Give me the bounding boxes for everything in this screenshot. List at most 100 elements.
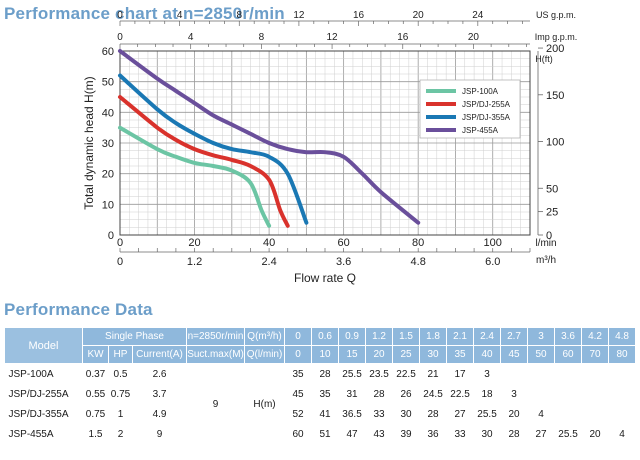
head-value — [609, 404, 636, 424]
series-line-3 — [118, 49, 421, 225]
ft-unit: H(ft) — [535, 54, 553, 64]
head-value: 23.5 — [369, 368, 389, 380]
imp-gpm-tick-label: 4 — [188, 32, 194, 43]
head-value: 39 — [400, 428, 412, 440]
model-header: Model — [4, 327, 83, 364]
legend-label: JSP-100A — [462, 87, 499, 96]
hp-cell: 1 — [117, 408, 124, 420]
head-value — [582, 364, 609, 385]
kw-cell: 1.5 — [88, 428, 103, 440]
series-line-2 — [118, 73, 309, 225]
q-lmin-value: 10 — [311, 345, 340, 364]
head-value: 4 — [619, 428, 625, 440]
table-row: JSP-100A 0.37 0.5 2.6 9 H(m) 35 28 25.5 23.5 22.5 2… — [5, 364, 636, 410]
y-tick-label: 60 — [102, 46, 114, 58]
q-lmin-value: 60 — [554, 345, 583, 364]
q-m3h-value: 2.1 — [446, 327, 475, 346]
head-value — [528, 364, 555, 385]
model-cell: JSP/DJ-355A — [8, 408, 69, 420]
y-tick-label: 50 — [102, 77, 114, 89]
table-header-row: Model Single Phase n=2850r/min Q(m³/h) 0 0.6 0… — [4, 327, 637, 364]
x-tick-label: 20 — [188, 237, 200, 249]
head-value: 27 — [454, 408, 466, 420]
x-tick-label: 40 — [263, 237, 275, 249]
head-value: 3 — [484, 368, 490, 380]
head-value: 43 — [373, 428, 385, 440]
legend-label: JSP/DJ-255A — [462, 100, 511, 109]
y-tick-label: 20 — [102, 169, 114, 181]
head-value — [555, 384, 582, 404]
head-value: 41 — [319, 408, 331, 420]
model-cell: JSP-455A — [8, 428, 54, 440]
q-lmin-value: 80 — [608, 345, 637, 364]
q-lmin-value: 25 — [392, 345, 421, 364]
head-value: 45 — [292, 388, 304, 400]
speed-header: n=2850r/min — [186, 327, 246, 346]
us-gpm-unit: US g.p.m. — [536, 10, 576, 20]
head-value — [582, 384, 609, 404]
q-lmin-header: Q(l/min) — [244, 345, 286, 364]
head-value: 4 — [538, 408, 544, 420]
x-axis-title: Flow rate Q — [294, 271, 356, 285]
kw-cell: 0.55 — [85, 388, 106, 400]
table-row: JSP/DJ-355A 0.75 1 4.9 52 41 36.5 33 30 28 27 25.5 2… — [5, 404, 636, 424]
x-tick-label: 0 — [117, 237, 123, 249]
head-value: 36 — [427, 428, 439, 440]
q-lmin-value: 45 — [500, 345, 529, 364]
model-cell: JSP-100A — [8, 368, 54, 380]
q-m3h-value: 3.6 — [554, 327, 583, 346]
hp-cell: 2 — [117, 428, 124, 440]
q-lmin-value: 30 — [419, 345, 448, 364]
y-tick-label: 0 — [108, 230, 114, 242]
head-value: 22.5 — [396, 368, 416, 380]
q-m3h-value: 1.2 — [365, 327, 394, 346]
q-lmin-value: 35 — [446, 345, 475, 364]
suct-value: 9 — [212, 398, 219, 410]
head-value: 20 — [508, 408, 520, 420]
performance-table: Model Single Phase n=2850r/min Q(m³/h) 0 0.6 0… — [4, 327, 637, 444]
x-tick-label: 60 — [338, 237, 350, 249]
q-lmin-value: 50 — [527, 345, 556, 364]
ft-tick-label: 50 — [546, 183, 558, 195]
current-cell: 3.7 — [152, 388, 167, 400]
current-cell: 9 — [156, 428, 163, 440]
imp-gpm-tick-label: 0 — [117, 32, 123, 43]
kw-header: KW — [82, 345, 109, 364]
ft-tick-label: 0 — [546, 230, 552, 242]
single-phase-header: Single Phase — [81, 327, 188, 346]
x-tick-label: 80 — [412, 237, 424, 249]
head-value — [555, 364, 582, 385]
legend-label: JSP-455A — [462, 126, 499, 135]
q-m3h-value: 2.7 — [500, 327, 529, 346]
suct-header: Suct.max(M) — [186, 345, 246, 364]
m3h-unit: m³/h — [536, 255, 556, 266]
q-lmin-value: 20 — [365, 345, 394, 364]
head-value: 25.5 — [342, 368, 362, 380]
plot-frame — [119, 50, 531, 236]
us-gpm-tick-label: 0 — [117, 10, 123, 21]
y-tick-label: 40 — [102, 107, 114, 119]
current-cell: 4.9 — [152, 408, 167, 420]
head-value: 28 — [508, 428, 520, 440]
q-lmin-value: 0 — [284, 345, 313, 364]
q-m3h-value: 0.9 — [338, 327, 367, 346]
current-header: Current(A) — [131, 345, 188, 364]
head-value — [582, 404, 609, 424]
us-gpm-tick-label: 8 — [236, 10, 242, 21]
head-value: 3 — [511, 388, 517, 400]
legend-label: JSP/DJ-355A — [462, 113, 511, 122]
us-gpm-tick-label: 16 — [353, 10, 365, 21]
imp-gpm-tick-label: 12 — [327, 32, 339, 43]
m3h-tick-label: 3.6 — [336, 256, 351, 268]
performance-data-title: Performance Data — [4, 300, 153, 319]
hp-cell: 0.75 — [110, 388, 131, 400]
head-value: 20 — [589, 428, 601, 440]
head-value: 33 — [454, 428, 466, 440]
q-m3h-value: 0 — [284, 327, 313, 346]
table-row: JSP/DJ-255A 0.55 0.75 3.7 45 35 31 28 26 24.5 22.5… — [5, 384, 636, 404]
head-value — [609, 384, 636, 404]
head-value: 25.5 — [558, 428, 578, 440]
q-m3h-value: 2.4 — [473, 327, 502, 346]
model-cell: JSP/DJ-255A — [8, 388, 69, 400]
m3h-tick-label: 2.4 — [261, 256, 276, 268]
